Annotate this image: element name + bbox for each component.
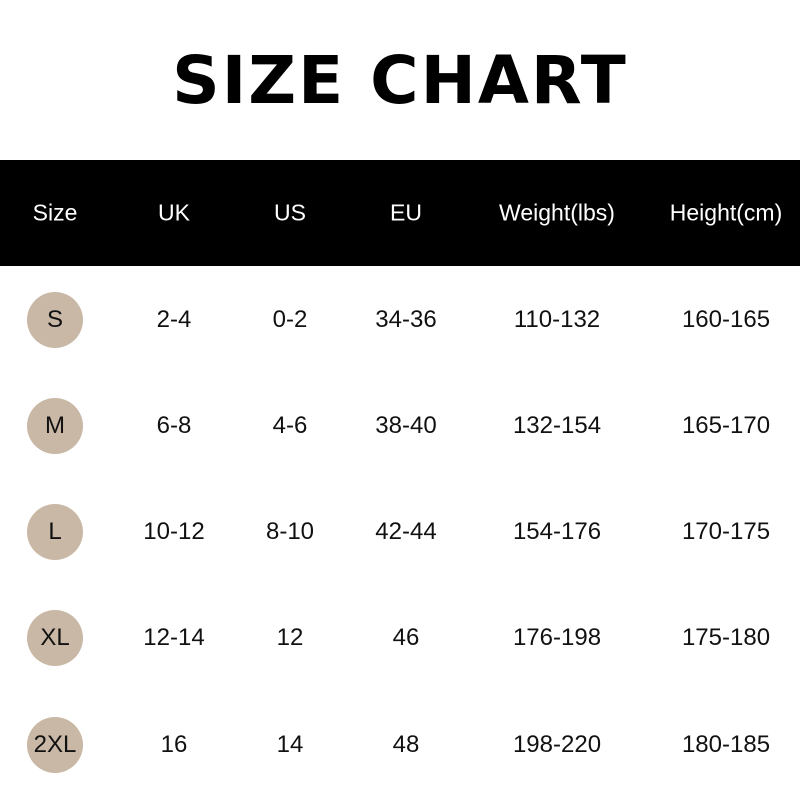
table-cell: 2-4 (156, 306, 192, 333)
table-cell: 10-12 (143, 518, 205, 545)
table-cell: 160-165 (681, 306, 771, 333)
size-label: M (45, 412, 65, 439)
table-cell: 42-44 (375, 518, 437, 545)
table-cell: 132-154 (512, 412, 602, 439)
table-cell: 4-6 (272, 412, 308, 439)
size-badge (27, 292, 83, 348)
table-cell: 38-40 (375, 412, 437, 439)
table-cell: 48 (392, 731, 420, 758)
table-cell: 110-132 (513, 306, 601, 333)
table-cell: 165-170 (681, 412, 771, 439)
table-cell: 0-2 (272, 306, 308, 333)
column-header: Weight(lbs) (499, 199, 615, 226)
size-label: XL (40, 624, 70, 651)
size-label: 2XL (33, 731, 77, 758)
table-cell: 46 (392, 624, 420, 651)
table-cell: 170-175 (681, 518, 771, 545)
page-title: SIZE CHART (172, 42, 628, 119)
table-cell: 6-8 (156, 412, 192, 439)
table-cell: 16 (160, 731, 188, 758)
table-cell: 180-185 (681, 731, 771, 758)
column-header: US (274, 199, 306, 226)
column-header: Size (32, 199, 78, 226)
size-label: L (48, 518, 62, 545)
column-header: EU (390, 199, 422, 226)
table-header (0, 160, 800, 266)
size-badge (27, 398, 83, 454)
size-label: S (46, 306, 64, 333)
column-header: Height(cm) (669, 199, 783, 226)
size-badge (27, 717, 83, 773)
size-badge (27, 504, 83, 560)
table-cell: 12 (276, 624, 304, 651)
table-cell: 8-10 (265, 518, 315, 545)
table-cell: 176-198 (512, 624, 602, 651)
table-cell: 34-36 (375, 306, 437, 333)
table-cell: 175-180 (681, 624, 771, 651)
size-badge (27, 610, 83, 666)
table-cell: 14 (276, 731, 304, 758)
table-cell: 154-176 (512, 518, 602, 545)
column-header: UK (158, 199, 190, 226)
table-cell: 198-220 (512, 731, 602, 758)
table-cell: 12-14 (143, 624, 205, 651)
